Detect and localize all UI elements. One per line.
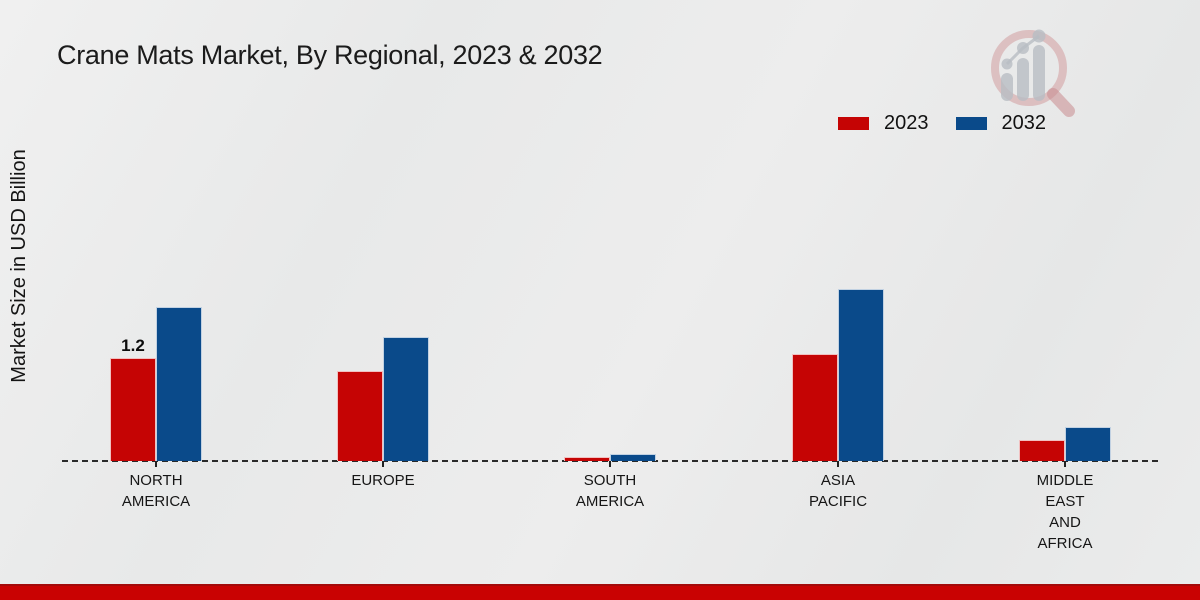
legend-label-2023: 2023	[884, 112, 929, 134]
legend-item-2032: 2032	[955, 112, 1047, 135]
bar-2032-south-america	[610, 454, 656, 461]
magnifier-growth-logo-icon	[991, 29, 1075, 117]
category-label-south-america: SOUTH AMERICA	[575, 472, 645, 510]
bar-2032-north-america	[156, 307, 202, 461]
chart-title: Crane Mats Market, By Regional, 2023 & 2…	[57, 40, 603, 70]
x-tick	[837, 461, 839, 467]
category-label-asia-pacific: ASIA PACIFIC	[808, 472, 868, 510]
category-label-north-america: NORTH AMERICA	[121, 472, 191, 510]
x-tick	[609, 461, 611, 467]
y-axis-label: Market Size in USD Billion	[8, 149, 30, 383]
bar-value-label: 1.2	[121, 336, 145, 355]
bar-2032-middle-east-and-africa	[1065, 427, 1111, 461]
bar-2023-middle-east-and-africa	[1019, 440, 1065, 461]
legend-swatch-2032	[955, 117, 987, 130]
x-tick	[382, 461, 384, 467]
bar-2023-south-america	[564, 457, 610, 461]
bar-2023-europe	[337, 371, 383, 461]
x-tick	[155, 461, 157, 467]
bar-2032-europe	[383, 337, 429, 461]
bar-2023-asia-pacific	[792, 354, 838, 461]
x-tick	[1064, 461, 1066, 467]
legend-label-2032: 2032	[1001, 112, 1047, 134]
bar-2023-north-america	[110, 358, 156, 461]
category-label-europe: EUROPE	[351, 472, 415, 489]
legend-swatch-2023	[838, 117, 869, 130]
bar-2032-asia-pacific	[838, 289, 884, 461]
category-label-middle-east-and-africa: MIDDLE EAST AND AFRICA	[1036, 472, 1094, 552]
legend-item-2023: 2023	[838, 112, 929, 135]
legend: 2023 2032	[838, 112, 1046, 135]
footer-band	[0, 584, 1200, 600]
